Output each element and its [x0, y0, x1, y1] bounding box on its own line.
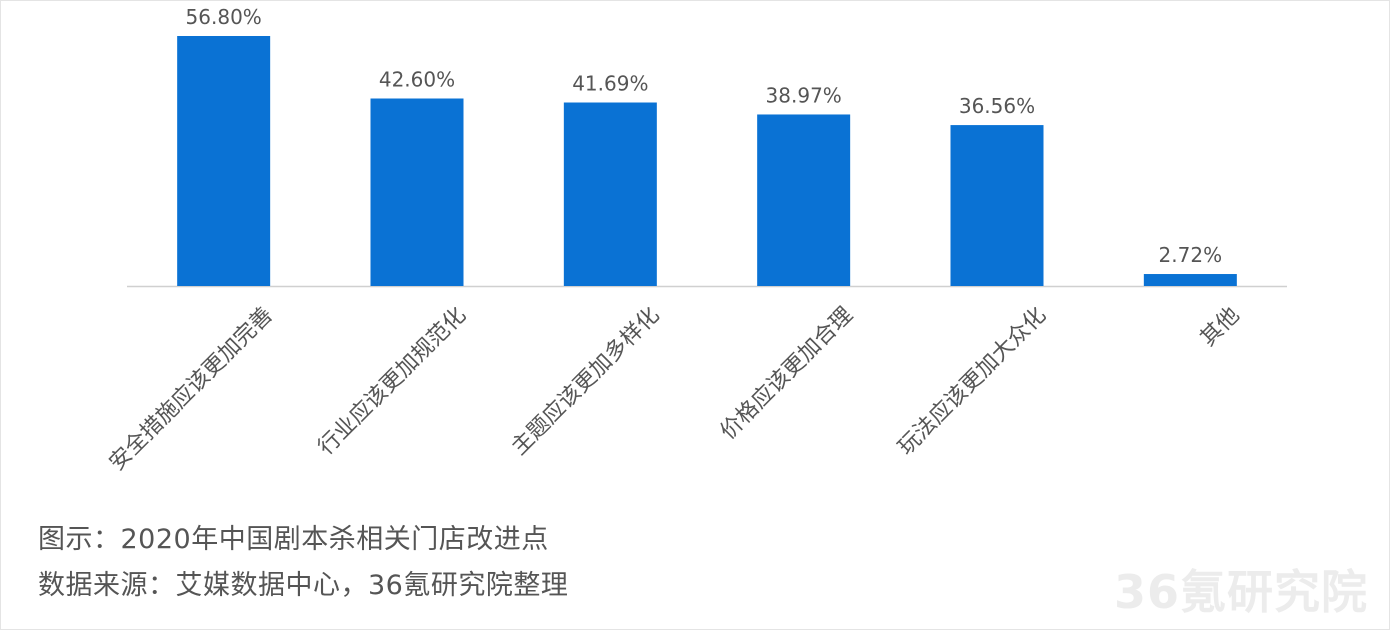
data-label: 56.80% [186, 5, 262, 29]
x-tick-label: 安全措施应该更加完善 [105, 303, 278, 476]
data-label: 36.56% [959, 94, 1035, 118]
data-label: 42.60% [379, 68, 455, 92]
x-tick-label: 主题应该更加多样化 [507, 303, 665, 461]
data-label: 2.72% [1159, 243, 1223, 267]
x-tick-label: 其他 [1196, 303, 1245, 352]
bar-chart: 56.80% 安全措施应该更加完善 42.60% 行业应该更加规范化 41.69% 主题应… [105, 5, 1287, 476]
bar [950, 125, 1044, 287]
chart-caption-title: 图示：2020年中国剧本杀相关门店改进点 [38, 524, 549, 555]
x-tick-label: 玩法应该更加大众化 [894, 303, 1052, 461]
x-tick-label: 行业应该更加规范化 [314, 303, 472, 461]
chart-caption-source: 数据来源：艾媒数据中心，36氪研究院整理 [38, 570, 569, 601]
bar [370, 98, 464, 286]
data-label: 38.97% [766, 83, 842, 107]
x-tick-label: 价格应该更加合理 [716, 303, 858, 445]
bar [1143, 274, 1237, 286]
bar [563, 102, 657, 286]
bar [177, 36, 271, 286]
watermark-logo: 36氪研究院 [1113, 565, 1368, 619]
data-label: 41.69% [572, 72, 648, 96]
bar [757, 114, 851, 286]
